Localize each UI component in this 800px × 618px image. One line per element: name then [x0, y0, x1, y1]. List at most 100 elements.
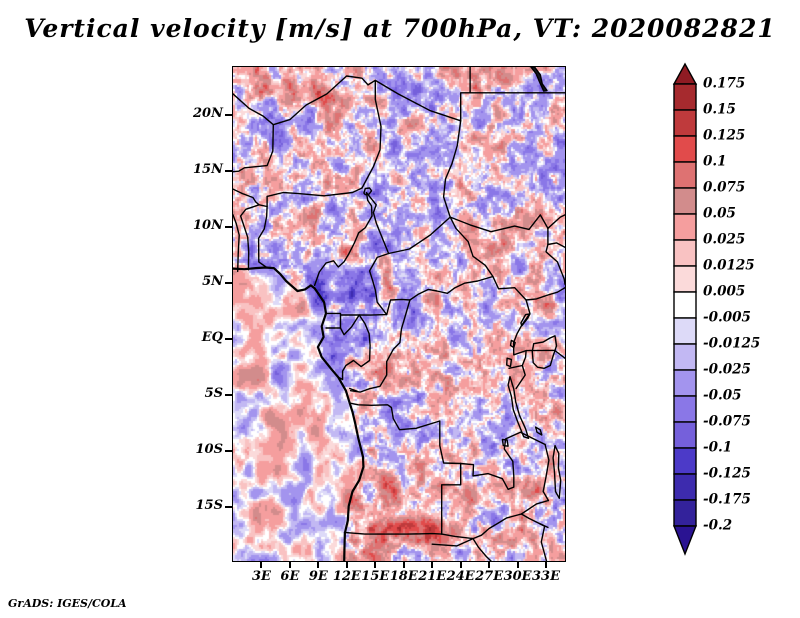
border-niger-chad — [361, 79, 382, 189]
lake-chad — [363, 187, 373, 196]
border-nigeria-cameroon — [313, 192, 373, 287]
lake-edward — [509, 339, 516, 349]
colorbar-segment — [673, 473, 697, 501]
lat-tick-mark — [225, 170, 233, 173]
lon-tick-label: 30E — [503, 569, 532, 584]
lat-tick-mark — [225, 450, 233, 453]
lon-tick-mark — [288, 561, 291, 568]
colorbar-tick-label: -0.075 — [703, 414, 751, 430]
lat-tick-mark — [225, 394, 233, 397]
lat-tick-mark — [225, 114, 233, 117]
border-zambia-tanzania — [519, 431, 546, 446]
border-zimbabwe-botswana — [472, 537, 492, 561]
colorbar-segment — [673, 265, 697, 293]
border-mali-niger — [233, 124, 274, 173]
border-rwanda — [508, 349, 527, 369]
colorbar-tick-label: 0.1 — [703, 154, 727, 170]
colorbar-tick-label: 0.025 — [703, 232, 745, 248]
lon-tick-label: 6E — [280, 569, 300, 584]
border-caprivi-south — [431, 537, 474, 547]
lat-tick-label: EQ — [201, 330, 223, 346]
lon-tick-label: 9E — [308, 569, 328, 584]
colorbar-segment — [673, 369, 697, 397]
colorbar-segment — [673, 395, 697, 423]
colorbar-tick-label: -0.05 — [703, 388, 741, 404]
colorbar-segment — [673, 187, 697, 215]
lake-kivu — [506, 357, 513, 368]
lon-tick-mark — [431, 561, 434, 568]
lake-mweru — [501, 438, 509, 447]
lat-tick-mark — [225, 226, 233, 229]
lake-rukwa — [534, 426, 543, 436]
lake-albert — [520, 313, 531, 327]
attribution-text: GrADS: IGES/COLA — [8, 597, 127, 610]
colorbar: 0.175 0.15 0.125 0.1 0.075 0.05 0.025 0.0125 0.0… — [672, 62, 760, 556]
lake-nasser — [530, 67, 548, 92]
lat-tick-mark — [225, 338, 233, 341]
colorbar-tick-label: -0.2 — [703, 518, 732, 534]
border-angola-zambia — [441, 462, 462, 535]
lake-victoria — [531, 335, 558, 369]
border-zimbabwe-mozambique — [538, 522, 548, 561]
lat-tick-mark — [225, 282, 233, 285]
border-tanzania-kenya — [554, 350, 565, 359]
lon-tick-label: 3E — [251, 569, 271, 584]
colorbar-top-arrow — [672, 62, 698, 85]
colorbar-segment — [673, 499, 697, 527]
border-burundi-tanzania — [515, 364, 526, 390]
colorbar-tick-label: 0.0125 — [703, 258, 755, 274]
border-car-drc — [409, 275, 494, 301]
border-gabon-congo-east — [337, 314, 371, 381]
lon-tick-mark — [545, 561, 548, 568]
map-plot — [232, 66, 566, 562]
colorbar-tick-label: 0.15 — [703, 102, 736, 118]
border-ethiopia-south-sudan — [545, 242, 565, 285]
colorbar-tick-label: -0.125 — [703, 466, 751, 482]
colorbar-segment — [673, 83, 697, 111]
colorbar-tick-label: 0.005 — [703, 284, 745, 300]
border-mozambique-zambia — [520, 499, 550, 515]
border-car-east — [449, 216, 494, 278]
colorbar-tick-label: -0.175 — [703, 492, 751, 508]
lat-tick-label: 15N — [193, 162, 223, 178]
border-drc-zambia — [460, 431, 522, 490]
border-chad-sudan — [442, 120, 462, 218]
lake-malawi — [552, 444, 562, 499]
page-title: Vertical velocity [m/s] at 700hPa, VT: 2… — [24, 14, 776, 43]
border-malawi-zambia — [542, 443, 550, 502]
border-togo-benin — [239, 204, 260, 271]
lon-tick-label: 21E — [418, 569, 447, 584]
lake-tanganyika — [507, 376, 530, 439]
lat-tick-label: 10N — [193, 218, 223, 234]
border-caprivi-north — [441, 533, 474, 540]
lon-tick-mark — [516, 561, 519, 568]
colorbar-tick-label: -0.025 — [703, 362, 751, 378]
lon-tick-mark — [260, 561, 263, 568]
lon-tick-mark — [488, 561, 491, 568]
border-uganda-tanzania — [513, 349, 556, 356]
border-drc-south-sudan — [492, 275, 527, 301]
colorbar-segment — [673, 213, 697, 241]
border-cabinda — [349, 387, 358, 392]
colorbar-bottom-arrow — [672, 525, 698, 556]
lat-tick-mark — [225, 506, 233, 509]
lon-tick-mark — [317, 561, 320, 568]
colorbar-segment — [673, 161, 697, 189]
border-cameroon-car — [368, 252, 390, 316]
lat-tick-label: 10S — [195, 442, 223, 458]
lon-tick-label: 12E — [332, 569, 361, 584]
colorbar-tick-label: -0.1 — [703, 440, 732, 456]
colorbar-segment — [673, 343, 697, 371]
country-borders-overlay — [233, 67, 565, 561]
colorbar-segment — [673, 447, 697, 475]
colorbar-segment — [673, 291, 697, 319]
lon-tick-mark — [345, 561, 348, 568]
lat-tick-label: 5S — [204, 386, 223, 402]
border-niger-nigeria — [266, 187, 363, 198]
border-benin-nigeria — [257, 195, 268, 269]
border-angola-drc — [349, 402, 462, 465]
border-mali-algeria-niger-libya-chad — [233, 75, 462, 126]
colorbar-tick-label: 0.05 — [703, 206, 736, 222]
border-libya-sudan-egypt — [460, 92, 565, 122]
lon-tick-label: 27E — [475, 569, 504, 584]
